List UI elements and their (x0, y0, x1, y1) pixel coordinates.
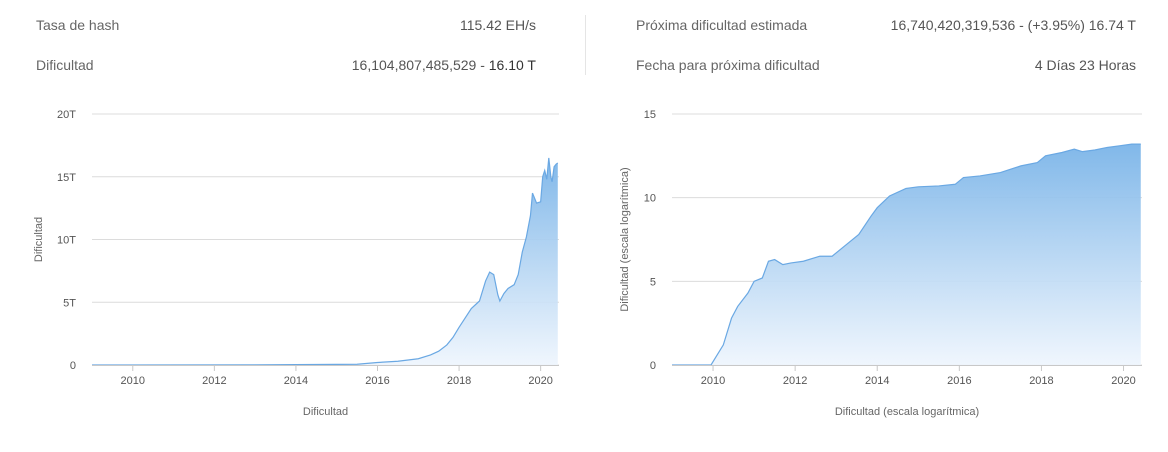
diff-series-line (91, 157, 559, 366)
diff-x-tick-label: 2020 (528, 375, 552, 387)
diff-x-tick-label: 2014 (284, 375, 308, 387)
difflog-x-tick-label: 2012 (783, 375, 807, 387)
diff-y-tick-label: 10T (57, 235, 76, 247)
difficulty-value-group: 16,104,807,485,529 - 16.10 T (352, 57, 536, 73)
diff-y-tick-label: 5T (63, 297, 76, 309)
next-date-label: Fecha para próxima dificultad (636, 57, 820, 73)
diff-y-tick-label: 0 (70, 360, 76, 372)
stats-divider (585, 15, 586, 75)
difficulty-short-value: 16.10 T (488, 57, 536, 73)
difflog-x-tick-label: 2018 (1029, 375, 1053, 387)
diff-series-area (92, 157, 558, 365)
hashrate-label: Tasa de hash (36, 17, 120, 33)
diff-y-tick-label: 15T (57, 172, 76, 184)
diff-x-tick-label: 2010 (121, 375, 145, 387)
diff-x-tick-label: 2018 (447, 375, 471, 387)
difflog-x-tick-label: 2014 (865, 375, 889, 387)
diff-y-tick-label: 20T (57, 109, 76, 121)
difflog-y-tick-label: 15 (644, 109, 656, 121)
difflog-x-tick-label: 2016 (947, 375, 971, 387)
next-difficulty-value: 16,740,420,319,536 - (+3.95%) 16.74 T (890, 17, 1136, 33)
difficulty-log-chart: 0 5 10 15 2010 2012 2014 2016 2018 2020 Dificultad… (619, 109, 1142, 418)
difflog-y-tick-label: 5 (650, 276, 656, 288)
difflog-y-axis-title: Dificultad (escala logarítmica) (619, 167, 631, 311)
difficulty-row: Dificultad 16,104,807,485,529 - 16.10 T (36, 55, 536, 75)
difflog-series-area (672, 144, 1141, 365)
diff-x-tick-label: 2016 (365, 375, 389, 387)
next-date-row: Fecha para próxima dificultad 4 Días 23 … (636, 55, 1136, 75)
next-difficulty-row: Próxima dificultad estimada 16,740,420,3… (636, 15, 1136, 35)
difflog-x-tick-label: 2010 (701, 375, 725, 387)
difficulty-chart: 0 5T 10T 15T 20T 2010 2012 2014 2016 2018 2020 Difi… (33, 109, 559, 418)
hashrate-value: 115.42 EH/s (459, 17, 536, 33)
diff-y-axis-title: Dificultad (33, 217, 45, 262)
next-difficulty-label: Próxima dificultad estimada (636, 17, 808, 33)
hashrate-row: Tasa de hash 115.42 EH/s (36, 15, 536, 35)
difflog-y-tick-label: 10 (644, 193, 656, 205)
difflog-x-axis-title: Dificultad (escala logarítmica) (835, 406, 979, 418)
diff-x-tick-label: 2012 (202, 375, 226, 387)
diff-x-axis-title: Dificultad (303, 406, 348, 418)
difflog-y-tick-label: 0 (650, 360, 656, 372)
difficulty-label: Dificultad (36, 57, 94, 73)
difflog-series-line (672, 143, 1141, 366)
difflog-x-tick-label: 2020 (1111, 375, 1135, 387)
difficulty-value: 16,104,807,485,529 - (351, 57, 489, 73)
next-date-value: 4 Días 23 Horas (1034, 57, 1136, 73)
